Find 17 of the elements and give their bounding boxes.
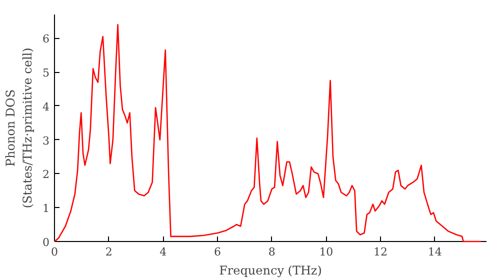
y-axis-title: Phonon DOS (States/THz·primitive cell) [4, 48, 34, 208]
x-tick-label: 12 [374, 246, 388, 258]
y-tick-label: 3 [42, 134, 50, 148]
y-tick-label: 2 [42, 168, 50, 182]
y-tick-label: 6 [42, 32, 50, 46]
y-tick-label: 0 [42, 236, 50, 249]
y-tick-label: 1 [42, 202, 50, 216]
x-tick-label: 4 [160, 246, 167, 258]
x-tick-label: 2 [105, 246, 112, 258]
x-tick-label: 8 [268, 246, 276, 258]
x-tick-label: 14 [428, 246, 442, 258]
x-axis-title: Frequency (THz) [219, 264, 322, 278]
x-tick-label: 0 [51, 246, 58, 258]
x-tick-label: 10 [319, 246, 334, 258]
x-tick-label: 6 [214, 246, 222, 258]
y-tick-label: 5 [42, 66, 50, 80]
y-tick-label: 4 [42, 100, 50, 114]
